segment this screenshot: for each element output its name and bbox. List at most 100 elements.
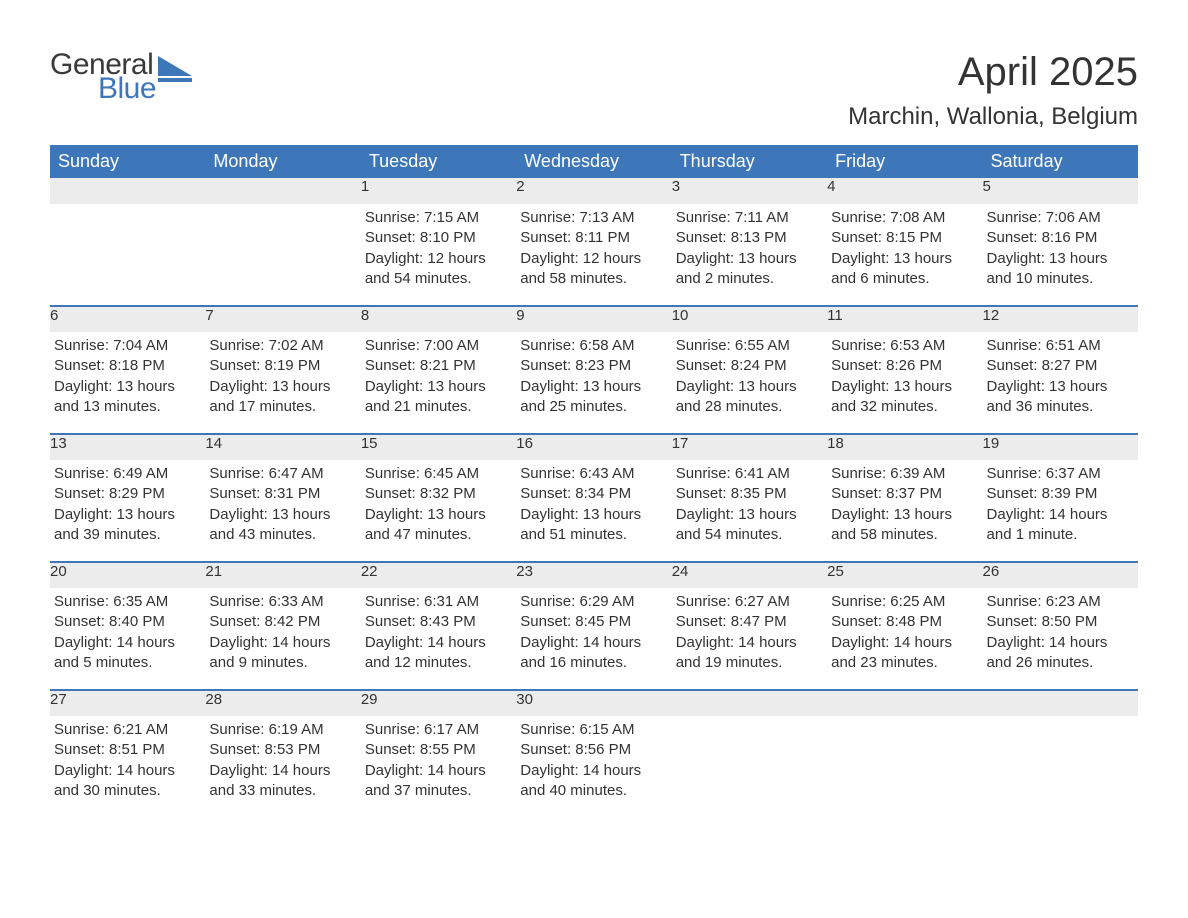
day-cell: Sunrise: 6:23 AMSunset: 8:50 PMDaylight:… xyxy=(983,588,1138,677)
day-body-cell: Sunrise: 6:29 AMSunset: 8:45 PMDaylight:… xyxy=(516,588,671,690)
day-number: 7 xyxy=(205,306,360,332)
sunrise-line: Sunrise: 6:39 AM xyxy=(831,464,978,484)
sunrise-line: Sunrise: 6:21 AM xyxy=(54,720,201,740)
day-body-cell: Sunrise: 6:31 AMSunset: 8:43 PMDaylight:… xyxy=(361,588,516,690)
day-cell: Sunrise: 6:41 AMSunset: 8:35 PMDaylight:… xyxy=(672,460,827,549)
calendar-header-row: SundayMondayTuesdayWednesdayThursdayFrid… xyxy=(50,145,1138,178)
sunset-line: Sunset: 8:27 PM xyxy=(987,356,1134,376)
day-cell: Sunrise: 7:06 AMSunset: 8:16 PMDaylight:… xyxy=(983,204,1138,293)
daylight-line: Daylight: 13 hours and 6 minutes. xyxy=(831,249,978,290)
day-cell: Sunrise: 6:31 AMSunset: 8:43 PMDaylight:… xyxy=(361,588,516,677)
day-number: 10 xyxy=(672,306,827,332)
day-number: 18 xyxy=(827,434,982,460)
day-number: 16 xyxy=(516,434,671,460)
day-number: 1 xyxy=(361,178,516,204)
daylight-line: Daylight: 12 hours and 58 minutes. xyxy=(520,249,667,290)
sunset-line: Sunset: 8:37 PM xyxy=(831,484,978,504)
day-body-cell: Sunrise: 6:39 AMSunset: 8:37 PMDaylight:… xyxy=(827,460,982,562)
sunset-line: Sunset: 8:24 PM xyxy=(676,356,823,376)
daylight-line: Daylight: 14 hours and 33 minutes. xyxy=(209,761,356,802)
empty-daynum xyxy=(672,690,827,716)
day-cell: Sunrise: 6:21 AMSunset: 8:51 PMDaylight:… xyxy=(50,716,205,805)
title-block: April 2025 Marchin, Wallonia, Belgium xyxy=(848,50,1138,141)
sunrise-line: Sunrise: 6:37 AM xyxy=(987,464,1134,484)
day-body-cell: Sunrise: 6:25 AMSunset: 8:48 PMDaylight:… xyxy=(827,588,982,690)
day-cell: Sunrise: 6:58 AMSunset: 8:23 PMDaylight:… xyxy=(516,332,671,421)
day-cell: Sunrise: 6:17 AMSunset: 8:55 PMDaylight:… xyxy=(361,716,516,805)
brand-triangle-icon xyxy=(158,56,192,82)
sunset-line: Sunset: 8:40 PM xyxy=(54,612,201,632)
empty-daynum xyxy=(827,690,982,716)
day-number: 26 xyxy=(983,562,1138,588)
sunset-line: Sunset: 8:43 PM xyxy=(365,612,512,632)
daylight-line: Daylight: 13 hours and 58 minutes. xyxy=(831,505,978,546)
day-body-cell: Sunrise: 6:15 AMSunset: 8:56 PMDaylight:… xyxy=(516,716,671,818)
daylight-line: Daylight: 13 hours and 51 minutes. xyxy=(520,505,667,546)
day-cell: Sunrise: 7:04 AMSunset: 8:18 PMDaylight:… xyxy=(50,332,205,421)
day-number: 11 xyxy=(827,306,982,332)
sunset-line: Sunset: 8:55 PM xyxy=(365,740,512,760)
sunset-line: Sunset: 8:45 PM xyxy=(520,612,667,632)
sunrise-line: Sunrise: 6:53 AM xyxy=(831,336,978,356)
brand-logo: General Blue xyxy=(50,50,192,104)
sunrise-line: Sunrise: 7:13 AM xyxy=(520,208,667,228)
day-body-cell: Sunrise: 7:04 AMSunset: 8:18 PMDaylight:… xyxy=(50,332,205,434)
month-title: April 2025 xyxy=(848,50,1138,95)
day-body-cell: Sunrise: 6:35 AMSunset: 8:40 PMDaylight:… xyxy=(50,588,205,690)
sunrise-line: Sunrise: 6:47 AM xyxy=(209,464,356,484)
day-cell: Sunrise: 6:47 AMSunset: 8:31 PMDaylight:… xyxy=(205,460,360,549)
day-number: 9 xyxy=(516,306,671,332)
day-body-cell: Sunrise: 6:17 AMSunset: 8:55 PMDaylight:… xyxy=(361,716,516,818)
sunrise-line: Sunrise: 6:17 AM xyxy=(365,720,512,740)
empty-day-body xyxy=(205,204,360,306)
daylight-line: Daylight: 13 hours and 2 minutes. xyxy=(676,249,823,290)
location-subtitle: Marchin, Wallonia, Belgium xyxy=(848,103,1138,131)
day-cell: Sunrise: 6:35 AMSunset: 8:40 PMDaylight:… xyxy=(50,588,205,677)
brand-text: General Blue xyxy=(50,50,156,104)
sunset-line: Sunset: 8:15 PM xyxy=(831,228,978,248)
sunset-line: Sunset: 8:10 PM xyxy=(365,228,512,248)
day-number: 22 xyxy=(361,562,516,588)
day-body-cell: Sunrise: 7:08 AMSunset: 8:15 PMDaylight:… xyxy=(827,204,982,306)
sunrise-line: Sunrise: 7:15 AM xyxy=(365,208,512,228)
daylight-line: Daylight: 14 hours and 12 minutes. xyxy=(365,633,512,674)
weekday-header: Thursday xyxy=(672,145,827,178)
day-body-cell: Sunrise: 6:23 AMSunset: 8:50 PMDaylight:… xyxy=(983,588,1138,690)
day-cell: Sunrise: 6:49 AMSunset: 8:29 PMDaylight:… xyxy=(50,460,205,549)
day-body-cell: Sunrise: 6:51 AMSunset: 8:27 PMDaylight:… xyxy=(983,332,1138,434)
sunrise-line: Sunrise: 7:00 AM xyxy=(365,336,512,356)
sunset-line: Sunset: 8:31 PM xyxy=(209,484,356,504)
day-cell: Sunrise: 6:45 AMSunset: 8:32 PMDaylight:… xyxy=(361,460,516,549)
sunrise-line: Sunrise: 7:02 AM xyxy=(209,336,356,356)
day-body-cell: Sunrise: 7:06 AMSunset: 8:16 PMDaylight:… xyxy=(983,204,1138,306)
sunrise-line: Sunrise: 7:04 AM xyxy=(54,336,201,356)
daylight-line: Daylight: 13 hours and 36 minutes. xyxy=(987,377,1134,418)
sunrise-line: Sunrise: 6:19 AM xyxy=(209,720,356,740)
empty-daynum xyxy=(983,690,1138,716)
sunset-line: Sunset: 8:34 PM xyxy=(520,484,667,504)
day-number: 25 xyxy=(827,562,982,588)
sunrise-line: Sunrise: 6:41 AM xyxy=(676,464,823,484)
day-cell: Sunrise: 6:27 AMSunset: 8:47 PMDaylight:… xyxy=(672,588,827,677)
sunrise-line: Sunrise: 7:08 AM xyxy=(831,208,978,228)
calendar-page: General Blue April 2025 Marchin, Walloni… xyxy=(0,0,1188,858)
day-number: 2 xyxy=(516,178,671,204)
day-number: 30 xyxy=(516,690,671,716)
day-cell: Sunrise: 7:08 AMSunset: 8:15 PMDaylight:… xyxy=(827,204,982,293)
sunrise-line: Sunrise: 6:51 AM xyxy=(987,336,1134,356)
day-body-cell: Sunrise: 7:15 AMSunset: 8:10 PMDaylight:… xyxy=(361,204,516,306)
sunrise-line: Sunrise: 6:55 AM xyxy=(676,336,823,356)
page-header: General Blue April 2025 Marchin, Walloni… xyxy=(50,50,1138,141)
empty-day-body xyxy=(50,204,205,306)
weekday-header: Sunday xyxy=(50,145,205,178)
day-number: 29 xyxy=(361,690,516,716)
sunrise-line: Sunrise: 6:45 AM xyxy=(365,464,512,484)
sunrise-line: Sunrise: 6:33 AM xyxy=(209,592,356,612)
sunrise-line: Sunrise: 6:23 AM xyxy=(987,592,1134,612)
sunrise-line: Sunrise: 6:15 AM xyxy=(520,720,667,740)
day-cell: Sunrise: 6:37 AMSunset: 8:39 PMDaylight:… xyxy=(983,460,1138,549)
empty-daynum xyxy=(50,178,205,204)
day-number: 19 xyxy=(983,434,1138,460)
day-body-cell: Sunrise: 6:47 AMSunset: 8:31 PMDaylight:… xyxy=(205,460,360,562)
day-body-cell: Sunrise: 6:21 AMSunset: 8:51 PMDaylight:… xyxy=(50,716,205,818)
